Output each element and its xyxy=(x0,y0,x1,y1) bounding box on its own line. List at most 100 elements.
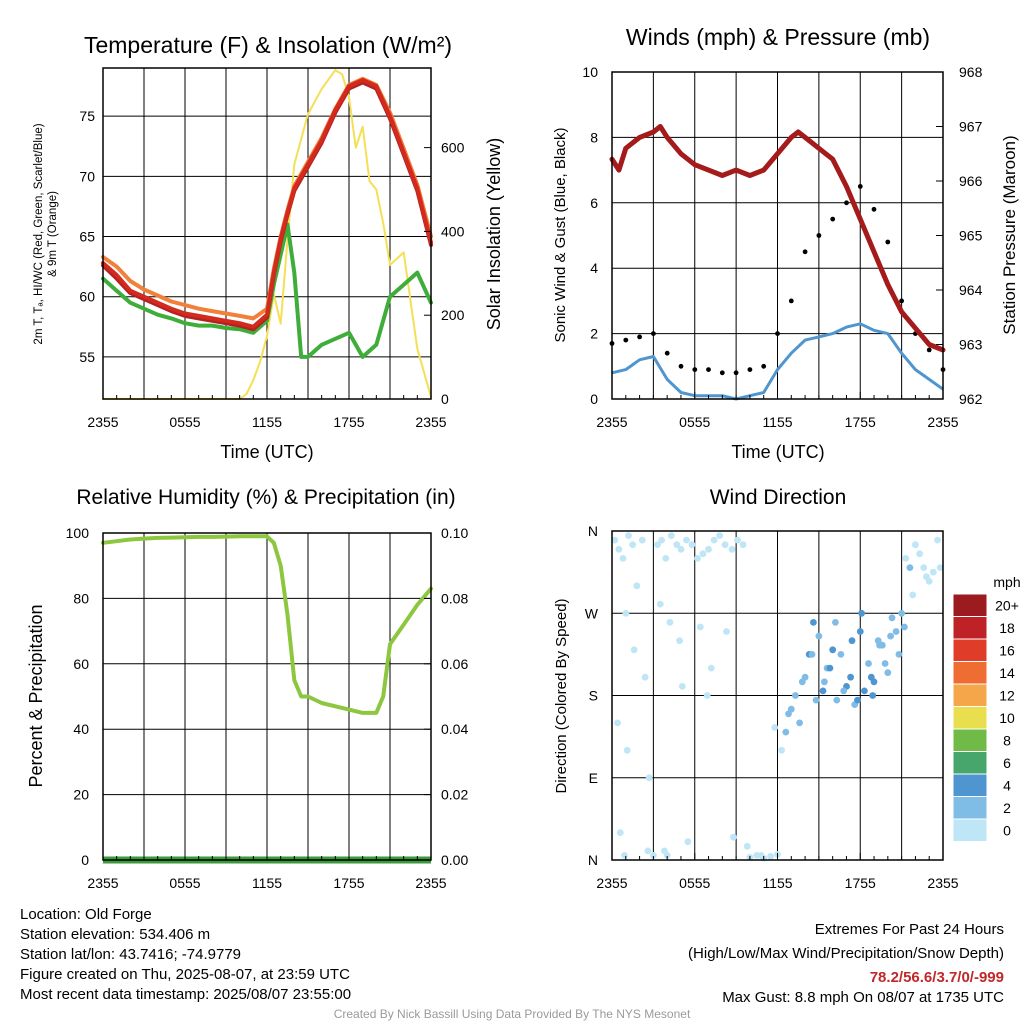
x-tick-label: 2355 xyxy=(596,414,627,430)
colorbar-swatch xyxy=(952,616,988,640)
y-right-tick-label: 962 xyxy=(959,391,983,407)
gust-point xyxy=(761,363,767,369)
y-right-tick-label: 0 xyxy=(441,391,449,407)
x-tick-label: 2355 xyxy=(927,875,958,891)
direction-point xyxy=(611,536,619,544)
gust-point xyxy=(706,367,711,372)
direction-point xyxy=(707,664,715,672)
temperature-panel-title: Temperature (F) & Insolation (W/m²) xyxy=(84,32,452,58)
temperature-ylabel-left-line1: 2m T, Tₐ, HI/WC (Red, Green, Scarlet/Blu… xyxy=(33,123,45,344)
direction-point xyxy=(869,692,877,699)
gust-point xyxy=(733,370,739,376)
x-tick-label: 2355 xyxy=(415,414,446,430)
y-right-tick-label: 0.10 xyxy=(441,525,468,541)
direction-point xyxy=(673,541,681,549)
humidity-panel: Relative Humidity (%) & Precipitation (i… xyxy=(26,486,468,891)
y-right-tick-label: 968 xyxy=(959,64,983,80)
y-left-tick-label: 6 xyxy=(590,195,598,211)
x-tick-label: 1755 xyxy=(845,414,876,430)
direction-point xyxy=(920,564,928,571)
direction-point xyxy=(641,673,649,681)
direction-point xyxy=(792,692,799,699)
colorbar-label: 10 xyxy=(999,710,1015,726)
direction-point xyxy=(734,536,741,544)
direction-point xyxy=(826,664,834,672)
y-right-tick-label: 967 xyxy=(959,119,983,135)
gust-point xyxy=(871,206,877,212)
y-right-tick-label: 0.00 xyxy=(441,852,468,868)
y-right-tick-label: 400 xyxy=(441,223,465,239)
x-tick-label: 2355 xyxy=(87,875,118,891)
x-tick-label: 1155 xyxy=(762,875,792,891)
direction-point xyxy=(667,532,675,539)
direction-point xyxy=(861,687,868,695)
gust-point xyxy=(788,298,794,304)
direction-point xyxy=(638,536,646,544)
x-tick-label: 0555 xyxy=(169,875,200,891)
y-left-tick-label: 60 xyxy=(73,656,89,672)
colorbar-label: 4 xyxy=(1003,777,1011,793)
direction-point xyxy=(867,673,875,681)
y-left-tick-label: 65 xyxy=(79,229,95,245)
y-left-tick-label: 10 xyxy=(582,64,598,80)
winds-panel-title: Winds (mph) & Pressure (mb) xyxy=(626,24,930,50)
direction-ylabel-left: Direction (Colored By Speed) xyxy=(553,598,570,793)
direction-grid xyxy=(612,531,943,860)
temperature-ylabel-right: Solar Insolation (Yellow) xyxy=(484,138,504,330)
y-right-tick-label: 600 xyxy=(441,140,465,156)
direction-point xyxy=(656,600,664,608)
direction-point xyxy=(884,669,892,677)
colorbar-swatch xyxy=(952,593,988,617)
x-tick-label: 2355 xyxy=(415,875,446,891)
direction-point xyxy=(906,564,914,571)
colorbar-swatch xyxy=(952,706,988,730)
x-tick-label: 1155 xyxy=(252,414,282,430)
direction-point xyxy=(821,678,828,686)
direction-point xyxy=(892,628,900,635)
direction-point xyxy=(658,536,665,544)
gust-point xyxy=(775,331,780,336)
direction-point xyxy=(812,696,820,704)
direction-point xyxy=(934,536,941,544)
direction-panel-title: Wind Direction xyxy=(710,486,847,509)
colorbar-swatch xyxy=(952,728,988,752)
direction-point xyxy=(614,719,621,727)
direction-point xyxy=(895,651,903,658)
x-tick-label: 1155 xyxy=(762,414,792,430)
direction-point xyxy=(677,545,685,553)
direction-point xyxy=(912,541,919,549)
direction-point xyxy=(688,541,696,549)
colorbar-label: 0 xyxy=(1003,822,1011,838)
y-right-tick-label: 0.02 xyxy=(441,787,468,803)
y-left-tick-label: 40 xyxy=(73,721,89,737)
direction-point xyxy=(661,847,668,855)
direction-panel: Wind Direction 2355 0555 1155 1755 2355 N E S W N… xyxy=(553,486,1021,891)
y-direction-tick-label: W xyxy=(585,605,599,621)
y-left-tick-label: 70 xyxy=(79,168,95,184)
gust-point xyxy=(692,367,698,372)
direction-point xyxy=(721,541,729,549)
y-direction-tick-label: E xyxy=(589,770,598,786)
direction-point xyxy=(625,532,632,539)
colorbar-label: 20+ xyxy=(995,597,1019,613)
direction-point xyxy=(683,536,690,544)
colorbar-label: 6 xyxy=(1003,755,1011,771)
series-line-2m-t xyxy=(101,78,433,329)
y-right-tick-label: 0.04 xyxy=(441,721,468,737)
direction-point xyxy=(929,568,937,576)
credit-text: Created By Nick Bassill Using Data Provi… xyxy=(333,1007,691,1021)
colorbar-label: 12 xyxy=(999,687,1015,703)
direction-point xyxy=(644,847,652,855)
direction-axes: 2355 0555 1155 1755 2355 N E S W N xyxy=(585,523,959,891)
station-info: Location: Old Forge Station elevation: 5… xyxy=(20,905,351,1005)
latlon-text: Station lat/lon: 43.7416; -74.9779 xyxy=(20,946,242,963)
x-tick-label: 1755 xyxy=(845,875,876,891)
direction-point xyxy=(757,852,765,859)
direction-point xyxy=(810,619,817,626)
colorbar-label: 18 xyxy=(999,620,1015,636)
y-left-tick-label: 4 xyxy=(590,260,598,276)
y-right-tick-label: 200 xyxy=(441,307,465,323)
direction-point xyxy=(723,628,730,635)
x-tick-label: 0555 xyxy=(679,414,710,430)
y-right-tick-label: 964 xyxy=(959,282,983,298)
